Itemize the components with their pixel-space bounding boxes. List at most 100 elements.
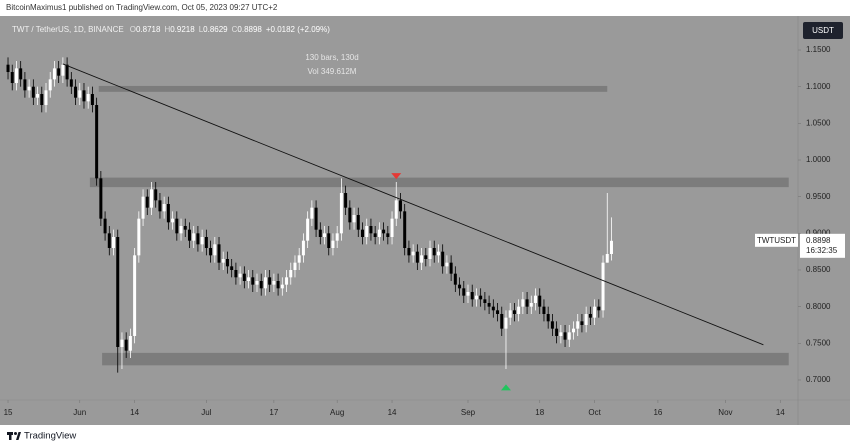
candle-body [483,299,487,303]
logo-part [9,432,12,440]
x-tick-label: Nov [718,408,732,417]
candle-body [171,218,175,223]
candle-body [609,240,613,255]
candle-body [314,207,318,230]
candle-body [352,215,356,223]
candle-body [61,64,65,76]
candle-body [285,277,289,285]
candle-body [255,280,259,285]
candle-body [567,332,571,340]
candle-body [479,295,483,300]
candle-body [415,251,419,263]
signal-marker [391,173,402,180]
candle-body [335,233,339,241]
ohlc-legend: TWT / TetherUS, 1D, BINANCE O0.8718 H0.921… [12,25,330,34]
candle-body [369,226,373,234]
candle-body [99,178,103,219]
candle-body [420,255,424,263]
candle-body [584,313,588,325]
candle-body [588,313,592,318]
candle-body [580,321,584,325]
y-tick-label: 1.0000 [806,155,831,164]
candle-body [225,258,229,267]
candle-body [14,68,18,84]
ohlc-value: 0.8898 [237,25,262,34]
candle-body [86,94,90,102]
candle-body [6,64,10,73]
candle-body [82,90,86,102]
candle-body [348,207,352,223]
candle-body [382,229,386,234]
y-tick-label: 0.9500 [806,192,831,201]
currency-button-label: USDT [812,26,834,35]
y-tick-label: 1.1500 [806,45,831,54]
candle-body [365,226,369,237]
candle-body [124,339,128,351]
candle-body [95,105,99,179]
measure-annotation: Vol 349.612M [308,67,357,76]
candle-body [534,295,538,303]
candle-body [310,207,314,219]
candle-body [563,332,567,340]
x-tick-label: 17 [269,408,278,417]
candle-body [192,233,196,241]
brand-text: TradingView [24,431,76,442]
candle-body [234,269,238,278]
candle-body [571,328,575,333]
candle-body [276,280,280,289]
candle-body [10,72,14,84]
candle-body [466,291,470,296]
x-tick-label: 14 [776,408,785,417]
candle-body [529,302,533,307]
candle-body [183,226,187,230]
x-tick-label: 15 [4,408,13,417]
candle-body [550,321,554,329]
symbol-name: TWT / TetherUS, 1D, BINANCE [12,25,124,34]
candle-body [576,321,580,329]
candle-body [280,284,284,289]
candle-body [542,306,546,314]
candle-body [453,273,457,285]
candle-body [204,236,208,248]
x-tick-label: Jun [73,408,86,417]
candle-body [470,291,474,300]
candle-body [23,79,27,91]
candle-body [293,262,297,270]
currency-button[interactable] [803,22,843,39]
candle-body [605,254,609,263]
candle-body [424,255,428,259]
price-tag-countdown: 16:32:35 [806,246,838,255]
candle-body [339,193,343,234]
candle-body [496,310,500,314]
candle-body [179,226,183,234]
y-tick-label: 0.7000 [806,375,831,384]
candle-body [327,233,331,248]
candle-body [217,244,221,263]
price-tag-symbol: TWTUSDT [757,236,796,245]
candle-body [141,196,145,219]
header-bar [0,0,850,16]
candle-body [525,299,529,307]
candle-body [137,218,141,256]
candle-body [512,310,516,314]
candle-body [19,68,23,80]
candle-body [597,306,601,311]
candle-body [158,200,162,212]
measure-annotation: 130 bars, 130d [305,53,358,62]
candle-body [40,94,44,106]
x-tick-label: 16 [653,408,662,417]
ohlc-value: 0.9218 [170,25,195,34]
ohlc-value: 0.8629 [203,25,228,34]
candle-body [449,262,453,274]
candle-body [297,255,301,263]
candle-body [187,229,191,241]
candle-body [251,277,255,285]
zone [89,177,789,188]
candle-body [521,299,525,307]
candle-body [360,229,364,237]
x-tick-label: Jul [201,408,211,417]
logo-part [16,432,21,440]
candle-body [200,236,204,245]
